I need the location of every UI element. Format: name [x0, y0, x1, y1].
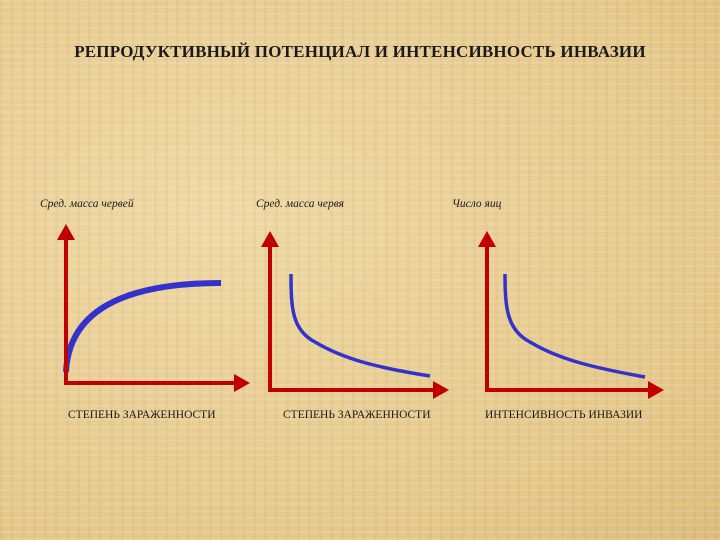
graph-2-y-axis-arrowhead	[261, 231, 279, 247]
slide-title: РЕПРОДУКТИВНЫЙ ПОТЕНЦИАЛ И ИНТЕНСИВНОСТЬ…	[74, 42, 646, 61]
graph-2-curve	[289, 273, 431, 378]
graph-1-curve	[63, 280, 222, 373]
graph-3-x-label: ИНТЕНСИВНОСТЬ ИНВАЗИИ	[485, 409, 643, 421]
graph-1-y-label: Сред. масса червей	[40, 198, 134, 210]
graph-2	[261, 231, 449, 399]
graph-1	[57, 224, 250, 392]
graph-3-x-axis-arrowhead	[648, 381, 664, 399]
graph-2-x-label: СТЕПЕНЬ ЗАРАЖЕННОСТИ	[283, 409, 431, 421]
graph-1-x-label: СТЕПЕНЬ ЗАРАЖЕННОСТИ	[68, 409, 216, 421]
graph-3	[478, 231, 664, 399]
graph-3-y-label: Число яиц	[452, 198, 502, 210]
graph-2-y-label: Сред. масса червя	[256, 198, 344, 210]
graph-2-x-axis-arrowhead	[433, 381, 449, 399]
graph-1-y-axis-arrowhead	[57, 224, 75, 240]
graph-3-y-axis-arrowhead	[478, 231, 496, 247]
graph-3-curve	[503, 273, 646, 379]
graph-1-x-axis-arrowhead	[234, 374, 250, 392]
